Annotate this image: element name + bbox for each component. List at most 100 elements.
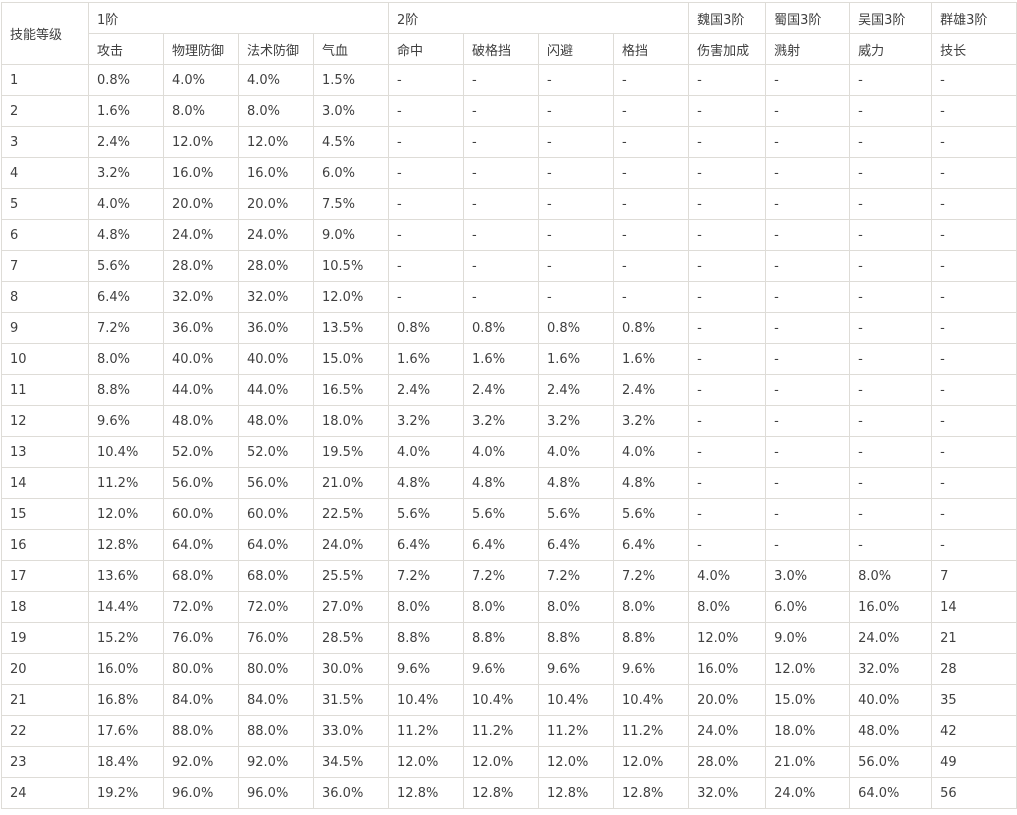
column-header: 技长 [931,33,1017,65]
value-cell: 88.0% [238,715,314,747]
value-cell: - [538,95,615,127]
level-cell: 3 [1,126,89,158]
group-header-wei-tier3: 魏国3阶 [688,2,767,34]
value-cell: - [688,64,767,96]
value-cell: - [688,436,767,468]
value-cell: 0.8% [613,312,690,344]
value-cell: 40.0% [849,684,933,716]
value-cell: 12.8% [463,777,540,809]
level-cell: 2 [1,95,89,127]
value-cell: 13.6% [88,560,164,592]
table-row: 24 19.2% 96.0% 96.0% 36.0% 12.8% 12.8% 12.8% 12.… [1,777,1017,809]
value-cell: 0.8% [388,312,465,344]
value-cell: 12.0% [538,746,615,778]
table-row: 5 4.0% 20.0% 20.0% 7.5% - - - - - - - - [1,188,1017,220]
value-cell: - [931,126,1017,158]
value-cell: 19.2% [88,777,164,809]
value-cell: 28.0% [163,250,239,282]
value-cell: - [388,188,465,220]
value-cell: - [849,529,933,561]
level-cell: 7 [1,250,89,282]
value-cell: 12.0% [163,126,239,158]
value-cell: - [931,343,1017,375]
value-cell: 56.0% [163,467,239,499]
value-cell: - [765,343,851,375]
value-cell: 8.8% [538,622,615,654]
value-cell: 5.6% [463,498,540,530]
value-cell: 15.0% [312,343,390,375]
value-cell: 44.0% [163,374,239,406]
value-cell: - [463,157,540,189]
value-cell: 4.0% [238,64,314,96]
value-cell: - [849,436,933,468]
column-header: 闪避 [538,33,615,65]
value-cell: 80.0% [163,653,239,685]
table-row: 19 15.2% 76.0% 76.0% 28.5% 8.8% 8.8% 8.8% 8.8% 12… [1,622,1017,654]
value-cell: 76.0% [163,622,239,654]
value-cell: 40.0% [238,343,314,375]
value-cell: 12.8% [538,777,615,809]
value-cell: - [388,64,465,96]
value-cell: - [538,64,615,96]
value-cell: 11.2% [538,715,615,747]
value-cell: - [931,374,1017,406]
value-cell: - [463,95,540,127]
value-cell: 24.0% [163,219,239,251]
value-cell: 16.0% [238,157,314,189]
table-row: 2 1.6% 8.0% 8.0% 3.0% - - - - - - - - [1,95,1017,127]
value-cell: 92.0% [163,746,239,778]
value-cell: 7.2% [613,560,690,592]
value-cell: 36.0% [163,312,239,344]
column-header: 气血 [312,33,390,65]
value-cell: - [849,312,933,344]
table-row: 21 16.8% 84.0% 84.0% 31.5% 10.4% 10.4% 10.4% 10.… [1,684,1017,716]
value-cell: 12.8% [613,777,690,809]
value-cell: 12.0% [463,746,540,778]
value-cell: 12.8% [388,777,465,809]
value-cell: 34.5% [312,746,390,778]
value-cell: 68.0% [163,560,239,592]
value-cell: 4.0% [688,560,767,592]
value-cell: 0.8% [88,64,164,96]
value-cell: 31.5% [312,684,390,716]
value-cell: 18.4% [88,746,164,778]
value-cell: 6.0% [765,591,851,623]
value-cell: - [931,498,1017,530]
value-cell: 10.4% [613,684,690,716]
level-cell: 11 [1,374,89,406]
value-cell: 28 [931,653,1017,685]
value-cell: 6.4% [88,281,164,313]
value-cell: 8.0% [849,560,933,592]
value-cell: 8.0% [688,591,767,623]
value-cell: 32.0% [688,777,767,809]
value-cell: 14.4% [88,591,164,623]
value-cell: 8.0% [238,95,314,127]
table-row: 12 9.6% 48.0% 48.0% 18.0% 3.2% 3.2% 3.2% 3.2% - - -… [1,405,1017,437]
value-cell: - [688,95,767,127]
value-cell: 6.0% [312,157,390,189]
value-cell: - [688,529,767,561]
value-cell: 16.0% [88,653,164,685]
value-cell: 15.0% [765,684,851,716]
value-cell: 11.2% [463,715,540,747]
value-cell: 96.0% [163,777,239,809]
table-row: 4 3.2% 16.0% 16.0% 6.0% - - - - - - - - [1,157,1017,189]
value-cell: 14 [931,591,1017,623]
value-cell: 9.6% [463,653,540,685]
value-cell: 21 [931,622,1017,654]
value-cell: - [765,250,851,282]
value-cell: - [613,188,690,220]
value-cell: 1.6% [538,343,615,375]
value-cell: - [931,529,1017,561]
value-cell: - [765,498,851,530]
level-cell: 9 [1,312,89,344]
value-cell: - [849,219,933,251]
level-cell: 8 [1,281,89,313]
value-cell: - [538,188,615,220]
level-cell: 18 [1,591,89,623]
value-cell: - [931,467,1017,499]
level-cell: 4 [1,157,89,189]
value-cell: 22.5% [312,498,390,530]
value-cell: - [538,281,615,313]
